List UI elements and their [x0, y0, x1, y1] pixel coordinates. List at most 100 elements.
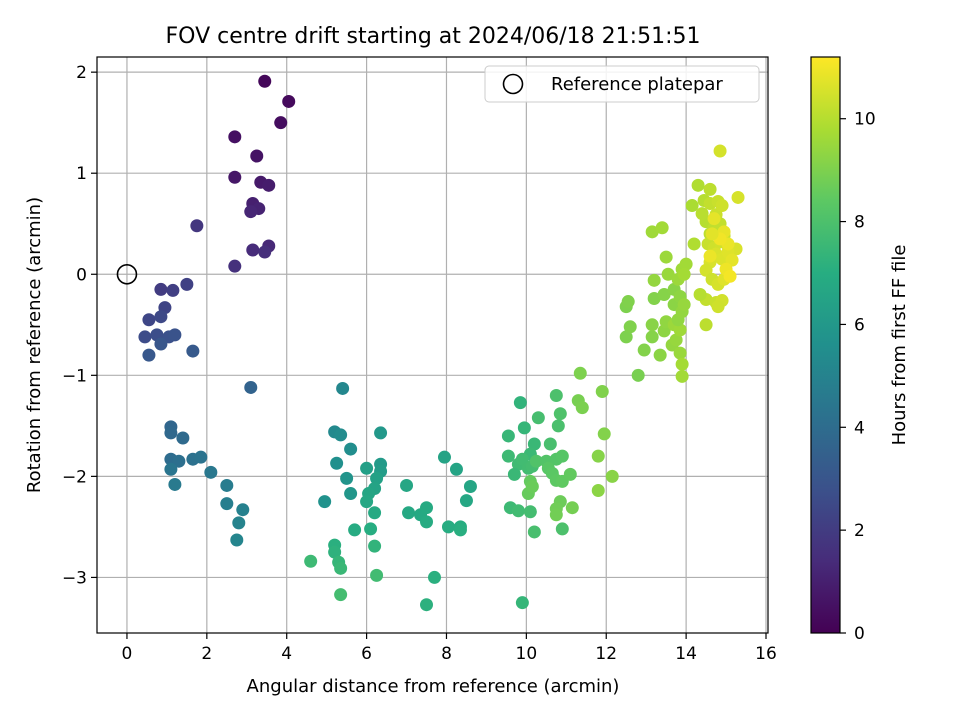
data-point	[220, 497, 234, 511]
data-point	[543, 437, 557, 451]
y-tick-label: 1	[76, 164, 87, 184]
x-tick-label: 10	[516, 644, 538, 664]
colorbar-tick-label: 4	[854, 418, 865, 438]
y-tick-label: 0	[76, 265, 87, 285]
data-point	[591, 449, 605, 463]
data-point	[553, 407, 567, 421]
data-point	[703, 182, 717, 196]
data-point	[703, 249, 717, 263]
data-point	[673, 346, 687, 360]
data-point	[336, 381, 350, 395]
colorbar: 0 2 4 6 8 10 Hours from first FF file	[810, 56, 910, 644]
colorbar-gradient	[810, 56, 841, 634]
data-point	[340, 471, 354, 485]
data-point	[368, 539, 382, 553]
legend-marker-reference	[502, 73, 524, 95]
data-point	[621, 295, 635, 309]
data-point	[637, 343, 651, 357]
data-point	[675, 357, 689, 371]
data-point	[691, 178, 705, 192]
data-point	[645, 330, 659, 344]
data-point	[555, 522, 569, 536]
colorbar-tick-label: 8	[854, 213, 865, 233]
data-point	[154, 337, 168, 351]
data-point	[715, 199, 729, 213]
data-point	[282, 94, 296, 108]
data-point	[164, 462, 178, 476]
data-point	[675, 369, 689, 383]
colorbar-tick-label: 10	[854, 110, 876, 130]
data-point	[364, 522, 378, 536]
plot-frame	[96, 56, 769, 634]
data-point	[511, 504, 525, 518]
data-point	[459, 494, 473, 508]
data-point	[605, 469, 619, 483]
y-axis-ticks: −3 −2 −1 0 1 2	[62, 63, 97, 588]
data-point	[250, 149, 264, 163]
data-point	[507, 467, 521, 481]
data-point	[190, 219, 204, 233]
data-points	[138, 74, 745, 612]
data-point	[645, 318, 659, 332]
data-point	[344, 487, 358, 501]
data-point	[427, 570, 441, 584]
data-point	[262, 178, 276, 192]
data-point	[679, 257, 693, 271]
data-point	[230, 533, 244, 547]
data-point	[723, 269, 737, 283]
data-point	[360, 495, 374, 509]
data-point	[228, 130, 242, 144]
data-point	[705, 227, 719, 241]
data-point	[517, 421, 531, 435]
data-point	[236, 503, 250, 517]
y-tick-label: −3	[62, 568, 87, 588]
data-point	[244, 205, 258, 219]
x-tick-label: 0	[122, 644, 133, 664]
data-point	[244, 380, 258, 394]
colorbar-tick-label: 6	[854, 315, 865, 335]
data-point	[655, 221, 669, 235]
data-point	[527, 437, 541, 451]
data-point	[711, 300, 725, 314]
data-point	[318, 495, 332, 509]
data-point	[368, 506, 382, 520]
data-point	[631, 368, 645, 382]
data-point	[374, 426, 388, 440]
data-point	[685, 199, 699, 213]
data-point	[731, 190, 745, 204]
data-point	[565, 501, 579, 515]
y-axis-label: Rotation from reference (arcmin)	[24, 197, 45, 493]
data-point	[525, 479, 539, 493]
data-point	[591, 484, 605, 498]
colorbar-label: Hours from first FF file	[889, 245, 910, 446]
data-point	[623, 320, 637, 334]
legend-label-reference: Reference platepar	[551, 74, 723, 95]
data-point	[154, 310, 168, 324]
data-point	[597, 427, 611, 441]
y-tick-label: −2	[62, 467, 87, 487]
data-point	[531, 411, 545, 425]
data-point	[551, 419, 565, 433]
data-point	[513, 396, 527, 410]
data-point	[673, 323, 687, 337]
data-point	[575, 401, 589, 415]
data-point	[258, 74, 272, 88]
data-point	[523, 505, 537, 519]
data-point	[555, 449, 569, 463]
data-point	[166, 283, 180, 297]
data-point	[360, 461, 374, 475]
data-point	[328, 545, 342, 559]
data-point	[168, 328, 182, 342]
x-tick-label: 14	[675, 644, 697, 664]
data-point	[699, 318, 713, 332]
data-point	[334, 561, 348, 575]
data-point	[449, 462, 463, 476]
data-point	[274, 116, 288, 130]
data-point	[645, 225, 659, 239]
data-point	[138, 330, 152, 344]
x-tick-label: 12	[595, 644, 617, 664]
data-point	[653, 348, 667, 362]
data-point	[194, 450, 208, 464]
